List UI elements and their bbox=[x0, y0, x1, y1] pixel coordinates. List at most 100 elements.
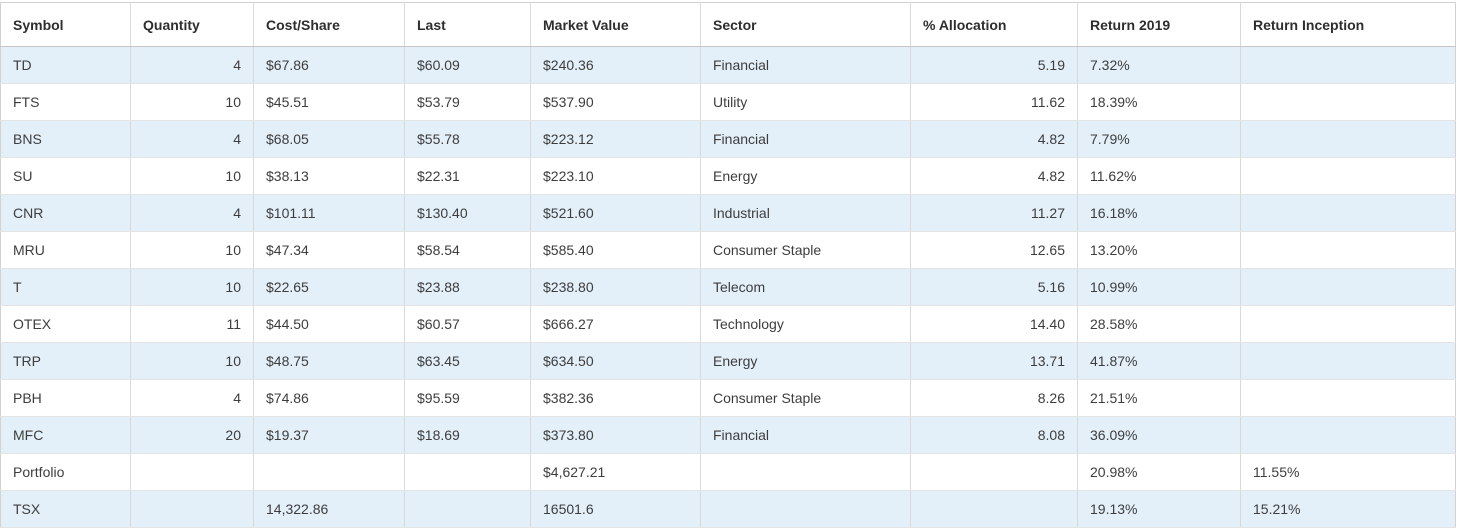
cell-cost-share: $101.11 bbox=[253, 194, 405, 232]
table-row-su[interactable]: SU 10 $38.13 $22.31 $223.10 Energy 4.82 11.62% bbox=[0, 157, 1456, 195]
cell-market-value: $223.12 bbox=[530, 120, 701, 158]
cell-return-2019: 7.32% bbox=[1077, 46, 1241, 84]
cell-return-2019: 10.99% bbox=[1077, 268, 1241, 306]
column-header-cost-share[interactable]: Cost/Share bbox=[253, 2, 405, 47]
cell-symbol: MFC bbox=[0, 416, 131, 454]
cell-allocation: 8.08 bbox=[910, 416, 1078, 454]
cell-return-2019: 20.98% bbox=[1077, 453, 1241, 491]
cell-return-2019: 19.13% bbox=[1077, 490, 1241, 528]
cell-symbol: T bbox=[0, 268, 131, 306]
cell-allocation bbox=[910, 490, 1078, 528]
table-row-fts[interactable]: FTS 10 $45.51 $53.79 $537.90 Utility 11.62 18.3… bbox=[0, 83, 1456, 121]
table-row-trp[interactable]: TRP 10 $48.75 $63.45 $634.50 Energy 13.71 41.87… bbox=[0, 342, 1456, 380]
cell-last: $60.57 bbox=[404, 305, 531, 343]
cell-return-inception bbox=[1240, 83, 1456, 121]
cell-quantity: 4 bbox=[130, 120, 254, 158]
cell-cost-share: $48.75 bbox=[253, 342, 405, 380]
cell-return-2019: 11.62% bbox=[1077, 157, 1241, 195]
cell-allocation: 11.62 bbox=[910, 83, 1078, 121]
cell-return-inception bbox=[1240, 342, 1456, 380]
cell-symbol: SU bbox=[0, 157, 131, 195]
cell-allocation: 5.16 bbox=[910, 268, 1078, 306]
cell-market-value: $4,627.21 bbox=[530, 453, 701, 491]
table-row-portfolio[interactable]: Portfolio $4,627.21 20.98% 11.55% bbox=[0, 453, 1456, 491]
cell-sector: Consumer Staple bbox=[700, 231, 911, 269]
cell-return-2019: 18.39% bbox=[1077, 83, 1241, 121]
cell-cost-share: $22.65 bbox=[253, 268, 405, 306]
cell-sector: Financial bbox=[700, 46, 911, 84]
table-row-mru[interactable]: MRU 10 $47.34 $58.54 $585.40 Consumer Staple 1… bbox=[0, 231, 1456, 269]
cell-cost-share bbox=[253, 453, 405, 491]
cell-return-inception bbox=[1240, 305, 1456, 343]
table-row-pbh[interactable]: PBH 4 $74.86 $95.59 $382.36 Consumer Staple 8.… bbox=[0, 379, 1456, 417]
cell-cost-share: $19.37 bbox=[253, 416, 405, 454]
cell-symbol: TRP bbox=[0, 342, 131, 380]
table-row-td[interactable]: TD 4 $67.86 $60.09 $240.36 Financial 5.19 7.32% bbox=[0, 46, 1456, 84]
cell-return-inception bbox=[1240, 157, 1456, 195]
cell-last: $55.78 bbox=[404, 120, 531, 158]
cell-return-2019: 16.18% bbox=[1077, 194, 1241, 232]
cell-return-inception bbox=[1240, 379, 1456, 417]
column-header-market-value[interactable]: Market Value bbox=[530, 2, 701, 47]
cell-sector: Consumer Staple bbox=[700, 379, 911, 417]
cell-cost-share: $38.13 bbox=[253, 157, 405, 195]
table-row-t[interactable]: T 10 $22.65 $23.88 $238.80 Telecom 5.16 10.99% bbox=[0, 268, 1456, 306]
cell-symbol: FTS bbox=[0, 83, 131, 121]
table-row-tsx[interactable]: TSX 14,322.86 16501.6 19.13% 15.21% bbox=[0, 490, 1456, 528]
cell-quantity: 10 bbox=[130, 342, 254, 380]
cell-symbol: TD bbox=[0, 46, 131, 84]
cell-allocation: 11.27 bbox=[910, 194, 1078, 232]
table-row-otex[interactable]: OTEX 11 $44.50 $60.57 $666.27 Technology 14.40… bbox=[0, 305, 1456, 343]
cell-quantity: 4 bbox=[130, 46, 254, 84]
cell-return-inception bbox=[1240, 268, 1456, 306]
column-header-return-2019[interactable]: Return 2019 bbox=[1077, 2, 1241, 47]
header-row: Symbol Quantity Cost/Share Last Market Value… bbox=[0, 2, 1456, 47]
cell-allocation: 4.82 bbox=[910, 157, 1078, 195]
cell-return-2019: 36.09% bbox=[1077, 416, 1241, 454]
cell-sector: Financial bbox=[700, 120, 911, 158]
cell-last: $23.88 bbox=[404, 268, 531, 306]
cell-sector: Energy bbox=[700, 157, 911, 195]
cell-market-value: $240.36 bbox=[530, 46, 701, 84]
cell-last: $58.54 bbox=[404, 231, 531, 269]
cell-quantity bbox=[130, 453, 254, 491]
cell-allocation: 14.40 bbox=[910, 305, 1078, 343]
cell-market-value: $521.60 bbox=[530, 194, 701, 232]
cell-cost-share: $74.86 bbox=[253, 379, 405, 417]
column-header-sector[interactable]: Sector bbox=[700, 2, 911, 47]
column-header-last[interactable]: Last bbox=[404, 2, 531, 47]
column-header-symbol[interactable]: Symbol bbox=[0, 2, 131, 47]
cell-market-value: $238.80 bbox=[530, 268, 701, 306]
cell-market-value: $634.50 bbox=[530, 342, 701, 380]
cell-market-value: $382.36 bbox=[530, 379, 701, 417]
column-header-quantity[interactable]: Quantity bbox=[130, 2, 254, 47]
cell-allocation: 5.19 bbox=[910, 46, 1078, 84]
table-row-bns[interactable]: BNS 4 $68.05 $55.78 $223.12 Financial 4.82 7.79… bbox=[0, 120, 1456, 158]
cell-symbol: CNR bbox=[0, 194, 131, 232]
cell-quantity bbox=[130, 490, 254, 528]
cell-allocation: 12.65 bbox=[910, 231, 1078, 269]
column-header-return-inception[interactable]: Return Inception bbox=[1240, 2, 1456, 47]
table-row-mfc[interactable]: MFC 20 $19.37 $18.69 $373.80 Financial 8.08 36.… bbox=[0, 416, 1456, 454]
cell-return-2019: 28.58% bbox=[1077, 305, 1241, 343]
cell-sector: Utility bbox=[700, 83, 911, 121]
cell-last: $130.40 bbox=[404, 194, 531, 232]
cell-symbol: MRU bbox=[0, 231, 131, 269]
cell-return-inception bbox=[1240, 120, 1456, 158]
cell-last: $60.09 bbox=[404, 46, 531, 84]
cell-symbol: PBH bbox=[0, 379, 131, 417]
cell-quantity: 10 bbox=[130, 83, 254, 121]
cell-quantity: 4 bbox=[130, 379, 254, 417]
cell-market-value: $223.10 bbox=[530, 157, 701, 195]
column-header-allocation[interactable]: % Allocation bbox=[910, 2, 1078, 47]
cell-allocation: 4.82 bbox=[910, 120, 1078, 158]
cell-quantity: 20 bbox=[130, 416, 254, 454]
cell-last: $18.69 bbox=[404, 416, 531, 454]
cell-quantity: 4 bbox=[130, 194, 254, 232]
cell-sector bbox=[700, 453, 911, 491]
table-row-cnr[interactable]: CNR 4 $101.11 $130.40 $521.60 Industrial 11.27… bbox=[0, 194, 1456, 232]
cell-cost-share: $44.50 bbox=[253, 305, 405, 343]
cell-allocation bbox=[910, 453, 1078, 491]
